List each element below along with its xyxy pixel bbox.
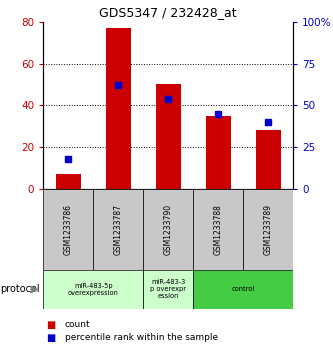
- Text: GSM1233789: GSM1233789: [263, 204, 273, 255]
- Text: miR-483-5p
overexpression: miR-483-5p overexpression: [68, 283, 119, 296]
- Bar: [106, 28, 131, 189]
- Text: ■: ■: [47, 333, 56, 343]
- Bar: [193, 270, 293, 309]
- Bar: [143, 270, 193, 309]
- Bar: [93, 189, 143, 270]
- Bar: [256, 130, 281, 189]
- Text: miR-483-3
p overexpr
ession: miR-483-3 p overexpr ession: [150, 280, 186, 299]
- Text: GSM1233786: GSM1233786: [64, 204, 73, 255]
- Text: GSM1233790: GSM1233790: [164, 204, 173, 255]
- Bar: [243, 189, 293, 270]
- Text: GSM1233788: GSM1233788: [213, 204, 223, 255]
- Title: GDS5347 / 232428_at: GDS5347 / 232428_at: [99, 6, 237, 19]
- Bar: [143, 189, 193, 270]
- Bar: [56, 174, 81, 189]
- Bar: [206, 116, 231, 189]
- Text: percentile rank within the sample: percentile rank within the sample: [65, 333, 218, 342]
- Text: ■: ■: [47, 320, 56, 330]
- Bar: [43, 189, 93, 270]
- Text: GSM1233787: GSM1233787: [114, 204, 123, 255]
- Bar: [156, 85, 180, 189]
- Text: control: control: [231, 286, 255, 293]
- Bar: [43, 270, 143, 309]
- Text: count: count: [65, 321, 91, 329]
- Text: protocol: protocol: [0, 285, 40, 294]
- Bar: [193, 189, 243, 270]
